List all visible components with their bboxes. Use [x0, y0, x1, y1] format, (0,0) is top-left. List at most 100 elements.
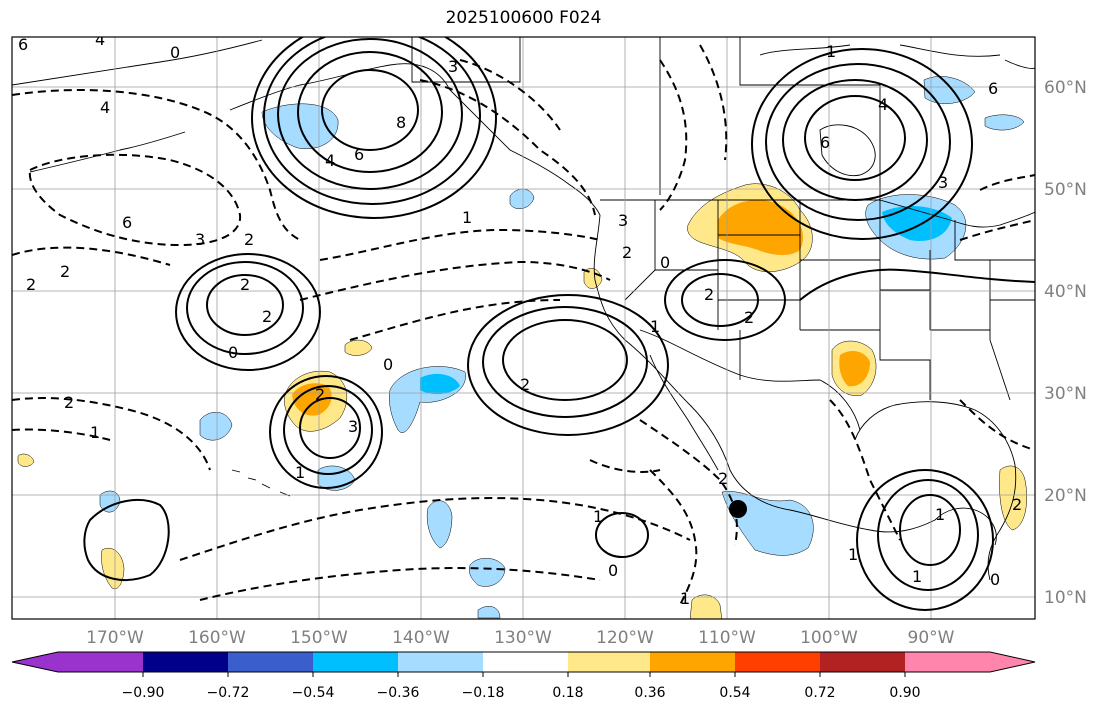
colorbar-tick: −0.54 — [292, 685, 335, 701]
coastline-baja — [649, 354, 719, 471]
contour-label: 4 — [100, 98, 110, 117]
shade-negdeep-hawaii-east — [420, 373, 460, 395]
colorbar-segment — [398, 652, 483, 672]
contour-high-pacific-3 — [467, 294, 669, 436]
contour-ring-gulf-3 — [856, 469, 994, 611]
contour-label: 0 — [608, 561, 618, 580]
shade-neg-c — [426, 500, 453, 549]
contour-high-alaska-2 — [297, 51, 443, 173]
shade-pos-b — [583, 268, 603, 289]
colorbar-tick: 0.54 — [719, 685, 750, 701]
contour-label: 4 — [325, 151, 335, 170]
shade-posdeep-west-us — [718, 200, 804, 255]
contour-high-hudson-3 — [765, 63, 951, 221]
contour-neg-ne-1 — [959, 174, 1035, 241]
contour-label: 0 — [383, 355, 393, 374]
contour-neg-south-1 — [179, 497, 691, 561]
contour-neg-alaska-2 — [28, 153, 242, 247]
contour-label: 2 — [64, 393, 74, 412]
coastline-hudson — [819, 124, 876, 177]
contour-neg-canada-2 — [699, 44, 728, 161]
contour-label: 1 — [593, 507, 603, 526]
contour-low-hi-1 — [299, 397, 361, 459]
contour-label: 2 — [26, 275, 36, 294]
contour-label: 1 — [295, 463, 305, 482]
coastline-aleutians — [29, 131, 186, 173]
positive-contours — [83, 37, 1035, 611]
contour-labels: 6 4 3 8 6 4 2 1 0 2 4 6 1 3 4 6 6 3 2 2 … — [18, 30, 1022, 608]
contour-label: 1 — [912, 567, 922, 586]
shaded-anomaly-layer — [17, 76, 1028, 619]
contour-high-alaska-5 — [251, 37, 497, 219]
contour-label: 3 — [448, 57, 458, 76]
coastline-hawaii — [231, 469, 291, 497]
coastline-alaska — [12, 39, 601, 216]
contour-sw-loop — [83, 499, 170, 581]
contour-label: 6 — [820, 133, 830, 152]
contour-label: 2 — [60, 262, 70, 281]
shade-pos-f — [17, 453, 35, 467]
contour-label: 1 — [848, 545, 858, 564]
colorbar-segment — [650, 652, 735, 672]
contour-ring-west-2 — [186, 261, 304, 355]
colorbar-tick: −0.90 — [122, 685, 165, 701]
contour-low-hi-2 — [283, 385, 373, 475]
shade-neg-d — [469, 558, 506, 587]
contour-label: 3 — [348, 417, 358, 436]
contour-label: 1 — [826, 42, 836, 61]
lon-tick: 140°W — [392, 628, 450, 648]
colorbar-segment — [735, 652, 820, 672]
map-frame — [11, 36, 1036, 620]
lon-tick: 150°W — [290, 628, 348, 648]
contour-label: 2 — [520, 375, 530, 394]
contour-neg-central-2 — [459, 59, 561, 131]
colorbar-tick: −0.18 — [462, 685, 505, 701]
colorbar-segment — [143, 652, 228, 672]
contour-label: 1 — [462, 208, 472, 227]
contour-high-alaska-4 — [263, 37, 481, 205]
contour-label: 2 — [240, 275, 250, 294]
coastline-gulf — [854, 401, 1017, 581]
contour-ring-west-us — [681, 273, 759, 327]
colorbar-tick: 0.72 — [804, 685, 835, 701]
contour-label: 1 — [90, 423, 100, 442]
contour-label: 4 — [95, 30, 105, 49]
contour-neg-canada-1 — [659, 59, 688, 211]
colorbar-tick: −0.36 — [377, 685, 420, 701]
colorbar-tick: 0.36 — [634, 685, 665, 701]
contour-neg-pac-1 — [319, 228, 601, 261]
shade-neg-bc — [509, 188, 535, 210]
black-dot-marker — [729, 500, 747, 518]
map-title: 2025100600 F024 — [445, 8, 602, 28]
contour-label: 4 — [878, 95, 888, 114]
contour-label: 2 — [315, 385, 325, 404]
contour-high-alaska-3 — [277, 38, 463, 190]
contour-ring-west — [206, 274, 284, 336]
contour-label: 3 — [195, 230, 205, 249]
colorbar-segment — [568, 652, 650, 672]
contour-label: 8 — [396, 113, 406, 132]
colorbar: −0.90 −0.72 −0.54 −0.36 −0.18 0.18 0.36 … — [11, 651, 1036, 701]
shade-neg-f — [477, 606, 501, 619]
shade-neg-ne — [923, 76, 976, 104]
contour-ring-west-3 — [175, 253, 321, 371]
shade-posdeep-texas — [839, 350, 870, 387]
lon-tick-labels: 170°W 160°W 150°W 140°W 130°W 120°W 110°… — [86, 628, 955, 648]
lat-tick: 50°N — [1044, 180, 1087, 200]
lat-tick: 30°N — [1044, 384, 1087, 404]
colorbar-segment — [58, 652, 143, 672]
contour-ring-gulf-2 — [877, 479, 979, 591]
land-boundaries — [12, 37, 1035, 581]
shade-pos-e — [689, 594, 723, 619]
lon-tick: 100°W — [800, 628, 858, 648]
contour-label: 6 — [354, 145, 364, 164]
colorbar-extend-low — [12, 652, 58, 672]
border-us-mexico — [639, 329, 861, 431]
lon-tick: 160°W — [188, 628, 246, 648]
border-canada-prov — [411, 37, 881, 195]
colorbar-tick: −0.72 — [207, 685, 250, 701]
contour-low-hi-3 — [269, 375, 383, 489]
contour-label: 2 — [244, 230, 254, 249]
contour-high-pacific-1 — [502, 319, 628, 401]
coastline-pacific-nw — [593, 214, 936, 533]
